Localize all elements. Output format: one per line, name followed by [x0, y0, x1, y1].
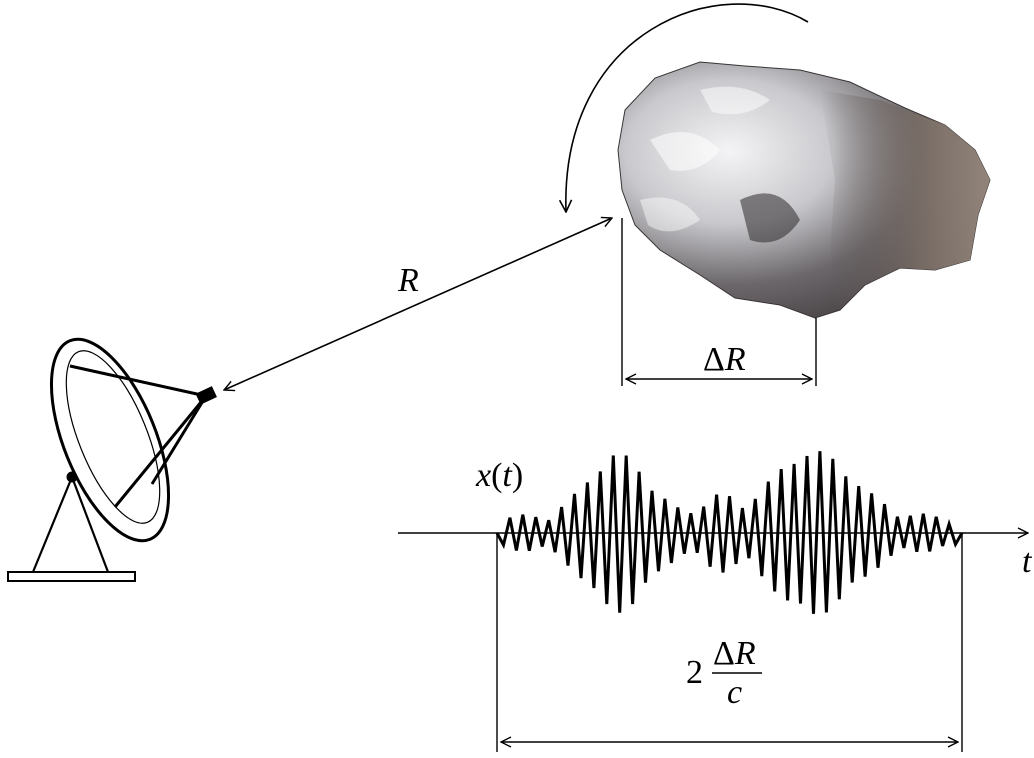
rotation-arrow-icon [566, 3, 809, 212]
svg-text:ΔR: ΔR [713, 635, 756, 672]
duration-label: 2 ΔR c [686, 635, 762, 711]
duration-dimension [496, 533, 963, 752]
range-arrow [224, 218, 612, 390]
echo-waveform [495, 451, 964, 614]
svg-text:c: c [727, 674, 742, 711]
delta-r-label: ΔR [703, 341, 746, 378]
signal-label: x(t) [475, 457, 523, 494]
svg-text:2: 2 [686, 654, 703, 691]
time-axis-label: t [1022, 543, 1033, 580]
rock-target-icon [617, 61, 991, 319]
range-label: R [397, 262, 419, 299]
delta-r-dimension [621, 218, 817, 386]
radar-dish-icon [7, 337, 217, 582]
